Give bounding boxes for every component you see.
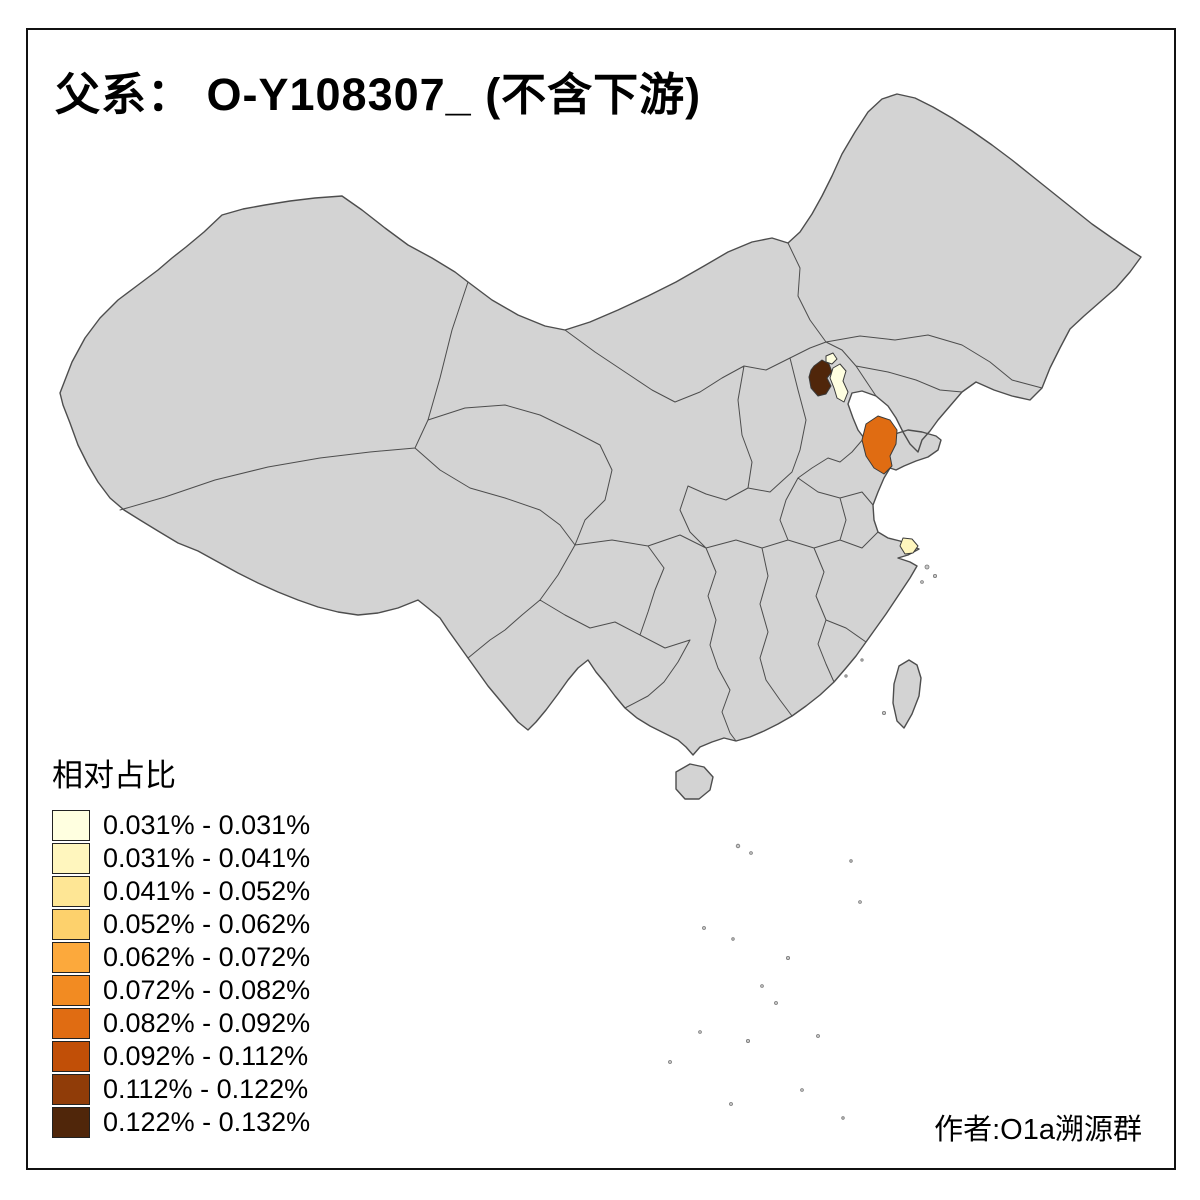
- legend: 相对占比 0.031% - 0.031% 0.031% - 0.041% 0.0…: [52, 750, 310, 1139]
- legend-swatch: [52, 1008, 90, 1039]
- legend-title: 相对占比: [52, 758, 176, 793]
- legend-label: 0.031% - 0.041%: [103, 843, 311, 873]
- legend-row: 0.122% - 0.132%: [52, 1106, 310, 1139]
- legend-row: 0.041% - 0.052%: [52, 875, 310, 908]
- legend-row: 0.112% - 0.122%: [52, 1073, 310, 1106]
- legend-label: 0.062% - 0.072%: [103, 942, 311, 972]
- legend-row: 0.031% - 0.031%: [52, 809, 310, 842]
- legend-label: 0.092% - 0.112%: [103, 1041, 309, 1071]
- region-beijing: [808, 359, 833, 397]
- hainan-island: [675, 763, 714, 800]
- legend-swatch: [52, 1074, 90, 1105]
- legend-label: 0.122% - 0.132%: [103, 1107, 311, 1137]
- legend-swatch: [52, 1041, 90, 1072]
- plot-title: 父系： O-Y108307_ (不含下游): [55, 69, 702, 120]
- legend-label: 0.052% - 0.062%: [103, 909, 311, 939]
- legend-row: 0.092% - 0.112%: [52, 1040, 310, 1073]
- legend-row: 0.072% - 0.082%: [52, 974, 310, 1007]
- region-tianjin: [829, 363, 849, 403]
- legend-swatch: [52, 942, 90, 973]
- region-shandong: [861, 415, 898, 475]
- legend-swatch: [52, 843, 90, 874]
- region-shanghai: [899, 537, 919, 555]
- legend-row: 0.031% - 0.041%: [52, 842, 310, 875]
- mainland-outline: [59, 93, 1142, 756]
- legend-swatch: [52, 1107, 90, 1138]
- author-credit: 作者:O1a溯源群: [934, 1114, 1142, 1146]
- legend-swatch: [52, 810, 90, 841]
- legend-swatch: [52, 975, 90, 1006]
- legend-label: 0.041% - 0.052%: [103, 876, 311, 906]
- south-china-sea-islands: [668, 564, 938, 1120]
- legend-label: 0.072% - 0.082%: [103, 975, 311, 1005]
- legend-swatch: [52, 876, 90, 907]
- legend-label: 0.112% - 0.122%: [103, 1074, 309, 1104]
- province-borders: [119, 242, 1043, 742]
- legend-swatch: [52, 909, 90, 940]
- legend-row: 0.062% - 0.072%: [52, 941, 310, 974]
- legend-row: 0.082% - 0.092%: [52, 1007, 310, 1040]
- legend-label: 0.082% - 0.092%: [103, 1008, 311, 1038]
- legend-label: 0.031% - 0.031%: [103, 810, 311, 840]
- legend-row: 0.052% - 0.062%: [52, 908, 310, 941]
- taiwan-island: [892, 659, 922, 729]
- region-tianjin-north: [825, 352, 838, 365]
